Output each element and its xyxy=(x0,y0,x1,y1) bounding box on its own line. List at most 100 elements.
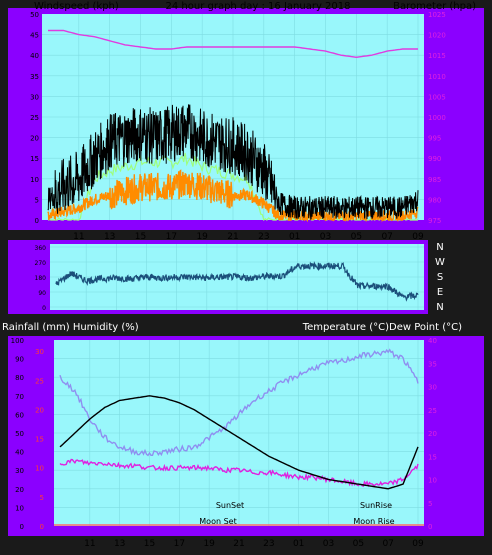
rainfall-tick-label: 0 xyxy=(40,523,44,531)
temperature-tick-label: 35 xyxy=(428,360,437,368)
hour-tick-label: 23 xyxy=(263,539,274,549)
direction-tick-label: 270 xyxy=(35,260,47,267)
hour-tick-label: 03 xyxy=(320,232,331,242)
hour-tick-label: 05 xyxy=(351,232,362,242)
humidity-tick-labels: 0 10 20 30 40 50 60 70 80 90 100 xyxy=(11,337,24,531)
hour-tick-label: 21 xyxy=(227,232,238,242)
barometer-tick-label: 1010 xyxy=(428,73,446,81)
hour-tick-label: 11 xyxy=(73,232,84,242)
windspeed-tick-label: 50 xyxy=(30,11,39,19)
windspeed-tick-label: 20 xyxy=(30,135,39,143)
windspeed-tick-label: 5 xyxy=(35,196,39,204)
humidity-tick-label: 30 xyxy=(15,467,24,475)
barometer-tick-label: 990 xyxy=(428,155,441,163)
rainfall-tick-label: 15 xyxy=(35,436,44,444)
humidity-line xyxy=(59,348,419,457)
humidity-tick-label: 100 xyxy=(11,337,24,345)
rainfall-tick-labels: 0 5 10 15 20 25 30 xyxy=(35,348,44,531)
barometer-tick-label: 1025 xyxy=(428,11,446,19)
direction-tick-label: 0 xyxy=(42,305,46,312)
temperature-tick-label: 10 xyxy=(428,477,437,485)
moonset-label: Moon Set xyxy=(199,517,236,526)
temperature-hour-tick-labels: 11 13 15 17 19 21 23 01 03 05 07 09 xyxy=(84,539,424,549)
dewpoint-line xyxy=(59,458,419,488)
rainfall-tick-label: 25 xyxy=(35,377,44,385)
humidity-tick-label: 70 xyxy=(15,393,24,401)
windspeed-tick-label: 0 xyxy=(35,217,39,225)
hour-tick-label: 17 xyxy=(166,232,177,242)
windspeed-tick-label: 10 xyxy=(30,176,39,184)
wind-gust-line xyxy=(47,104,419,220)
barometer-tick-label: 985 xyxy=(428,176,441,184)
barometer-tick-labels: 975 980 985 990 995 1000 1005 1010 1015 1020 1025 xyxy=(428,11,446,225)
rain-humidity-axis-label: Rainfall (mm) Humidity (%) xyxy=(2,322,139,333)
hour-tick-label: 09 xyxy=(412,539,424,549)
sunrise-label: SunRise xyxy=(360,501,392,510)
wind-plot-series xyxy=(47,29,419,223)
windspeed-tick-label: 35 xyxy=(30,73,39,81)
humidity-tick-label: 40 xyxy=(15,449,24,457)
rainfall-tick-label: 5 xyxy=(40,494,44,502)
hour-tick-label: 15 xyxy=(135,232,146,242)
windspeed-tick-label: 15 xyxy=(30,155,39,163)
graph-title: 24 hour graph day : 16 January 2018 xyxy=(166,1,351,12)
wind-hour-tick-labels: 11 13 15 17 19 21 23 01 03 05 07 09 xyxy=(73,232,424,242)
rainfall-tick-label: 20 xyxy=(35,406,44,414)
barometer-tick-label: 1015 xyxy=(428,52,446,60)
hour-tick-label: 17 xyxy=(174,539,185,549)
temperature-tick-label: 5 xyxy=(428,500,432,508)
humidity-tick-label: 20 xyxy=(15,486,24,494)
barometer-tick-label: 975 xyxy=(428,217,441,225)
hour-tick-label: 21 xyxy=(233,539,244,549)
temperature-tick-label: 0 xyxy=(428,523,432,531)
direction-tick-label: 180 xyxy=(35,275,47,282)
hour-tick-label: 19 xyxy=(196,232,208,242)
humidity-tick-label: 90 xyxy=(15,356,24,364)
moonrise-label: Moon Rise xyxy=(353,517,394,526)
temperature-tick-label: 40 xyxy=(428,337,437,345)
barometer-tick-label: 1000 xyxy=(428,114,446,122)
windspeed-tick-label: 45 xyxy=(30,32,39,40)
humidity-tick-label: 50 xyxy=(15,430,24,438)
barometer-tick-label: 980 xyxy=(428,196,441,204)
hour-tick-label: 07 xyxy=(382,539,393,549)
compass-letter: N xyxy=(436,302,443,313)
hour-tick-label: 01 xyxy=(289,232,300,242)
windspeed-tick-label: 30 xyxy=(30,93,39,101)
barometer-line xyxy=(48,29,418,59)
temperature-tick-label: 15 xyxy=(428,453,437,461)
barometer-tick-label: 1005 xyxy=(428,93,446,101)
windspeed-tick-label: 40 xyxy=(30,52,39,60)
windspeed-axis-label: Windspeed (kph) xyxy=(34,1,119,12)
hour-tick-label: 15 xyxy=(144,539,155,549)
temperature-line xyxy=(59,395,419,490)
humidity-tick-label: 0 xyxy=(20,523,24,531)
wind-average-line xyxy=(47,169,419,223)
temperature-tick-label: 30 xyxy=(428,384,437,392)
temperature-plot-series xyxy=(54,348,424,526)
compass-letter: N xyxy=(436,242,443,253)
direction-tick-labels: 360 270 180 90 0 xyxy=(35,245,47,312)
compass-letter: S xyxy=(437,272,443,283)
windspeed-tick-labels: 0 5 10 15 20 25 30 35 40 45 50 xyxy=(30,11,39,225)
hour-tick-label: 05 xyxy=(353,539,364,549)
hour-tick-label: 13 xyxy=(114,539,125,549)
barometer-tick-label: 995 xyxy=(428,135,441,143)
humidity-tick-label: 80 xyxy=(15,374,24,382)
rainfall-tick-label: 30 xyxy=(35,348,44,356)
barometer-tick-label: 1020 xyxy=(428,32,446,40)
rainfall-tick-label: 10 xyxy=(35,465,44,473)
hour-tick-label: 07 xyxy=(381,232,392,242)
temperature-plot-grid xyxy=(54,340,424,526)
sunset-label: SunSet xyxy=(216,501,244,510)
direction-plot-series xyxy=(55,261,419,302)
compass-letter: E xyxy=(437,287,443,298)
wind-direction-line xyxy=(55,261,419,302)
hour-tick-label: 03 xyxy=(323,539,334,549)
hour-tick-label: 01 xyxy=(293,539,304,549)
humidity-tick-label: 10 xyxy=(15,504,24,512)
hour-tick-label: 19 xyxy=(203,539,215,549)
